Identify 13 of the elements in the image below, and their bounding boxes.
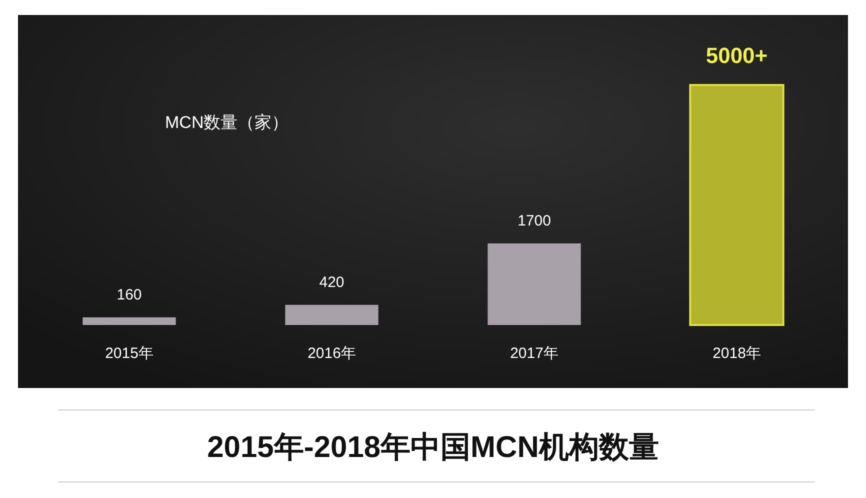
x-tick-label: 2016年 bbox=[308, 345, 356, 362]
x-tick-label: 2017年 bbox=[510, 345, 558, 362]
x-tick-label: 2018年 bbox=[712, 345, 761, 362]
text: 2015年-2018年中国MCN机构数量 bbox=[207, 431, 659, 464]
y-axis-title: MCN数量（家） bbox=[165, 113, 289, 132]
bar bbox=[82, 317, 176, 325]
data-label: 1700 bbox=[518, 212, 551, 230]
x-tick-label: 2015年 bbox=[105, 345, 154, 362]
data-label: 420 bbox=[319, 274, 344, 291]
bar bbox=[285, 304, 378, 325]
data-label: 160 bbox=[116, 286, 142, 304]
bar bbox=[488, 243, 581, 325]
data-label: 5000+ bbox=[706, 43, 768, 68]
